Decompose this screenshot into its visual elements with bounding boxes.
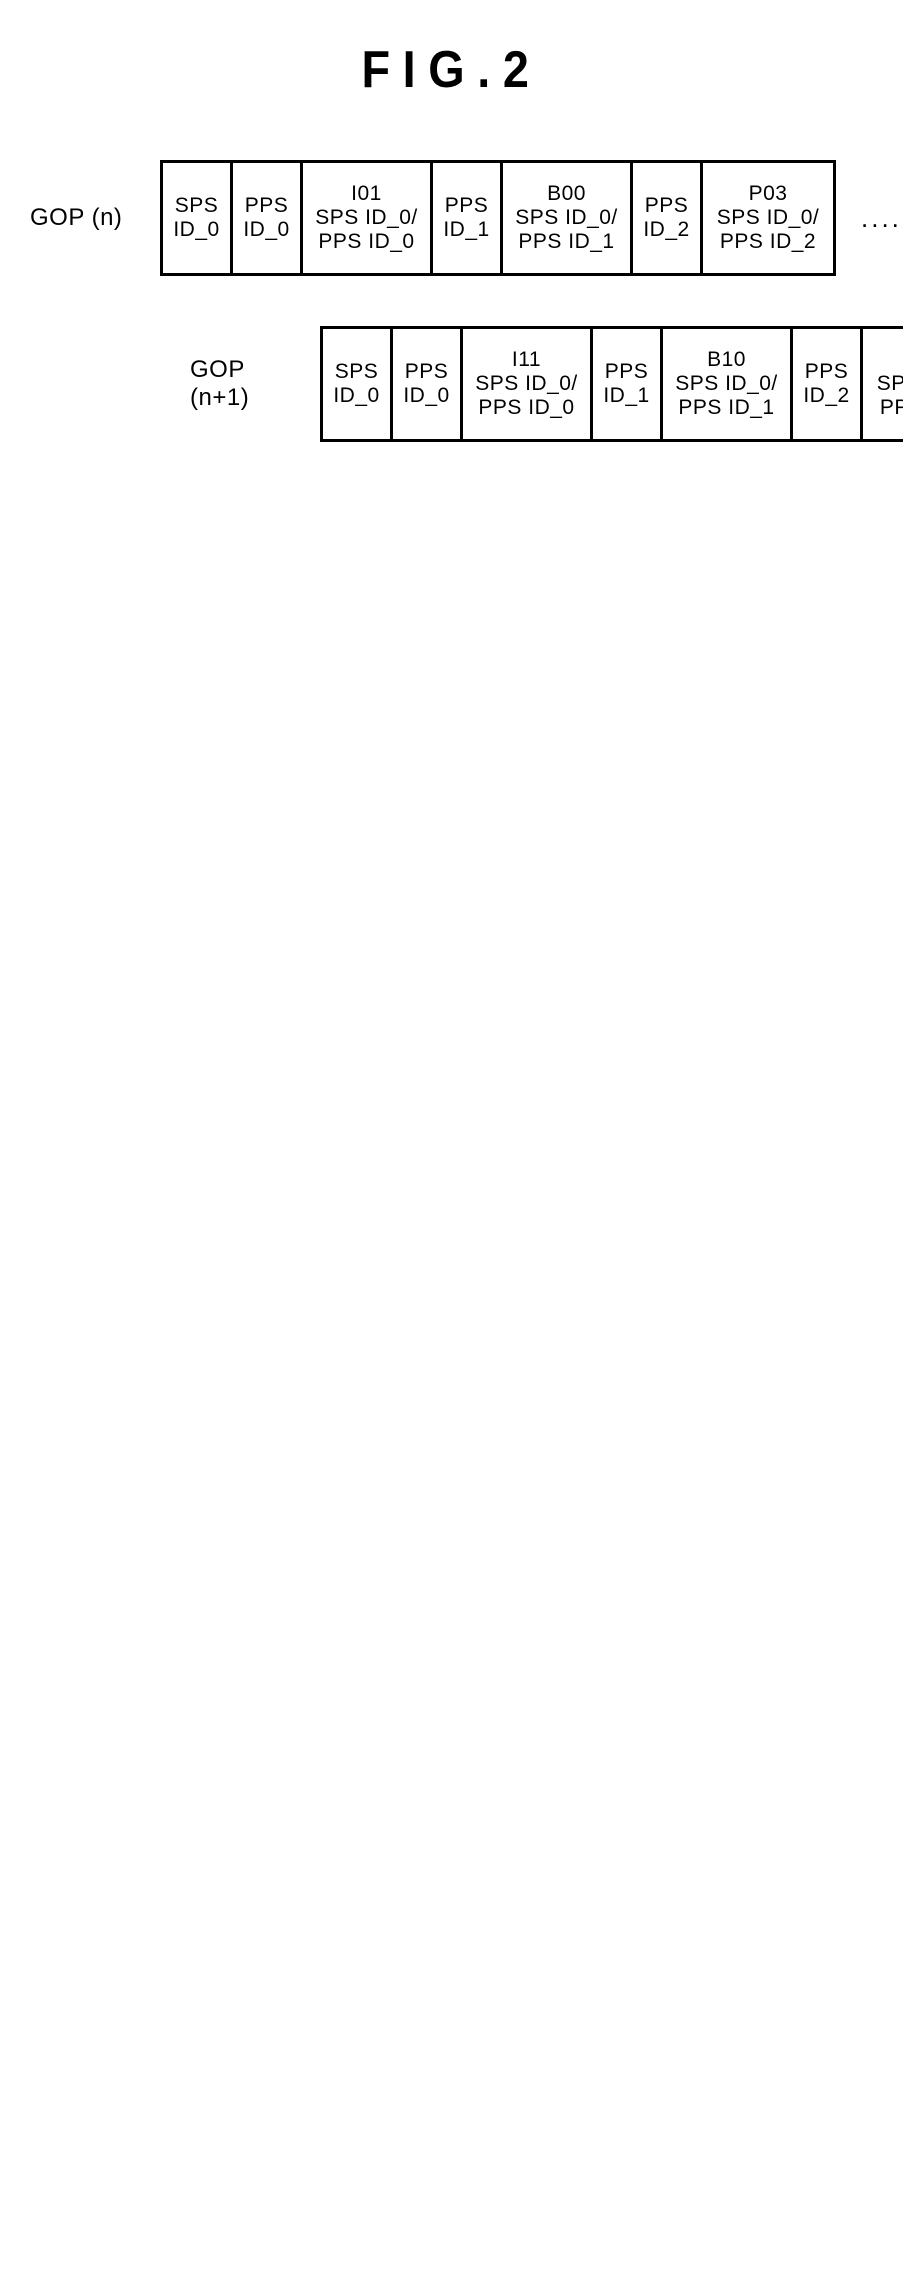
gop-cell-line: SPS xyxy=(175,194,219,218)
gop-cell-line: PPS ID_2 xyxy=(880,396,903,420)
gop-n1-label: GOP (n+1) xyxy=(190,356,305,412)
gop-cell: SPSID_0 xyxy=(323,329,393,439)
gop-cell-line: PPS ID_0 xyxy=(478,396,574,420)
gop-cell-line: SPS ID_0/ xyxy=(877,372,903,396)
gop-cell-line: SPS ID_0/ xyxy=(315,206,418,230)
gop-cell-line: ID_0 xyxy=(403,384,449,408)
gop-cell: PPSID_0 xyxy=(233,163,303,273)
gop-cell-line: SPS ID_0/ xyxy=(515,206,618,230)
gop-cell: P13SPS ID_0/PPS ID_2 xyxy=(863,329,903,439)
gop-cell-line: ID_2 xyxy=(803,384,849,408)
gop-n-section: GOP (n) SPSID_0PPSID_0I01SPS ID_0/PPS ID… xyxy=(30,160,873,276)
gop-cell: I01SPS ID_0/PPS ID_0 xyxy=(303,163,433,273)
gop-cell: PPSID_2 xyxy=(633,163,703,273)
gop-cell-line: SPS ID_0/ xyxy=(717,206,820,230)
gop-cell-line: ID_0 xyxy=(333,384,379,408)
gop-n1-section: GOP (n+1) SPSID_0PPSID_0I11SPS ID_0/PPS … xyxy=(190,326,873,442)
gop-cell: B00SPS ID_0/PPS ID_1 xyxy=(503,163,633,273)
gop-cell-line: ID_2 xyxy=(643,218,689,242)
gop-n1-row: SPSID_0PPSID_0I11SPS ID_0/PPS ID_0PPSID_… xyxy=(320,326,903,442)
gop-cell-line: PPS xyxy=(805,360,849,384)
gop-cell-line: ID_0 xyxy=(243,218,289,242)
gop-cell-line: PPS ID_0 xyxy=(318,230,414,254)
gop-cell: I11SPS ID_0/PPS ID_0 xyxy=(463,329,593,439)
gop-cell-line: PPS xyxy=(645,194,689,218)
gop-cell: SPSID_0 xyxy=(163,163,233,273)
gop-cell: PPSID_1 xyxy=(593,329,663,439)
gop-cell: PPSID_0 xyxy=(393,329,463,439)
gop-n-label: GOP (n) xyxy=(30,204,145,232)
gop-n-ellipsis: .... xyxy=(861,203,902,234)
gop-cell: PPSID_1 xyxy=(433,163,503,273)
gop-cell: B10SPS ID_0/PPS ID_1 xyxy=(663,329,793,439)
gop-cell-line: PPS xyxy=(245,194,289,218)
gop-cell-line: ID_0 xyxy=(173,218,219,242)
gop-cell-line: I11 xyxy=(512,348,541,372)
gop-cell-line: SPS xyxy=(335,360,379,384)
gop-cell-line: PPS ID_1 xyxy=(518,230,614,254)
gop-cell-line: PPS ID_1 xyxy=(678,396,774,420)
gop-cell-line: ID_1 xyxy=(443,218,489,242)
gop-cell-line: PPS xyxy=(405,360,449,384)
gop-cell-line: ID_1 xyxy=(603,384,649,408)
gop-cell-line: PPS ID_2 xyxy=(720,230,816,254)
gop-cell-line: SPS ID_0/ xyxy=(475,372,578,396)
gop-cell: P03SPS ID_0/PPS ID_2 xyxy=(703,163,833,273)
gop-cell-line: PPS xyxy=(605,360,649,384)
gop-n-row: SPSID_0PPSID_0I01SPS ID_0/PPS ID_0PPSID_… xyxy=(160,160,836,276)
figure-title: FIG.2 xyxy=(72,40,831,100)
gop-cell-line: PPS xyxy=(445,194,489,218)
gop-cell-line: B10 xyxy=(707,348,746,372)
gop-cell-line: SPS ID_0/ xyxy=(675,372,778,396)
gop-cell-line: B00 xyxy=(547,182,586,206)
gop-cell-line: P03 xyxy=(749,182,788,206)
gop-cell-line: I01 xyxy=(351,182,382,206)
gop-cell: PPSID_2 xyxy=(793,329,863,439)
